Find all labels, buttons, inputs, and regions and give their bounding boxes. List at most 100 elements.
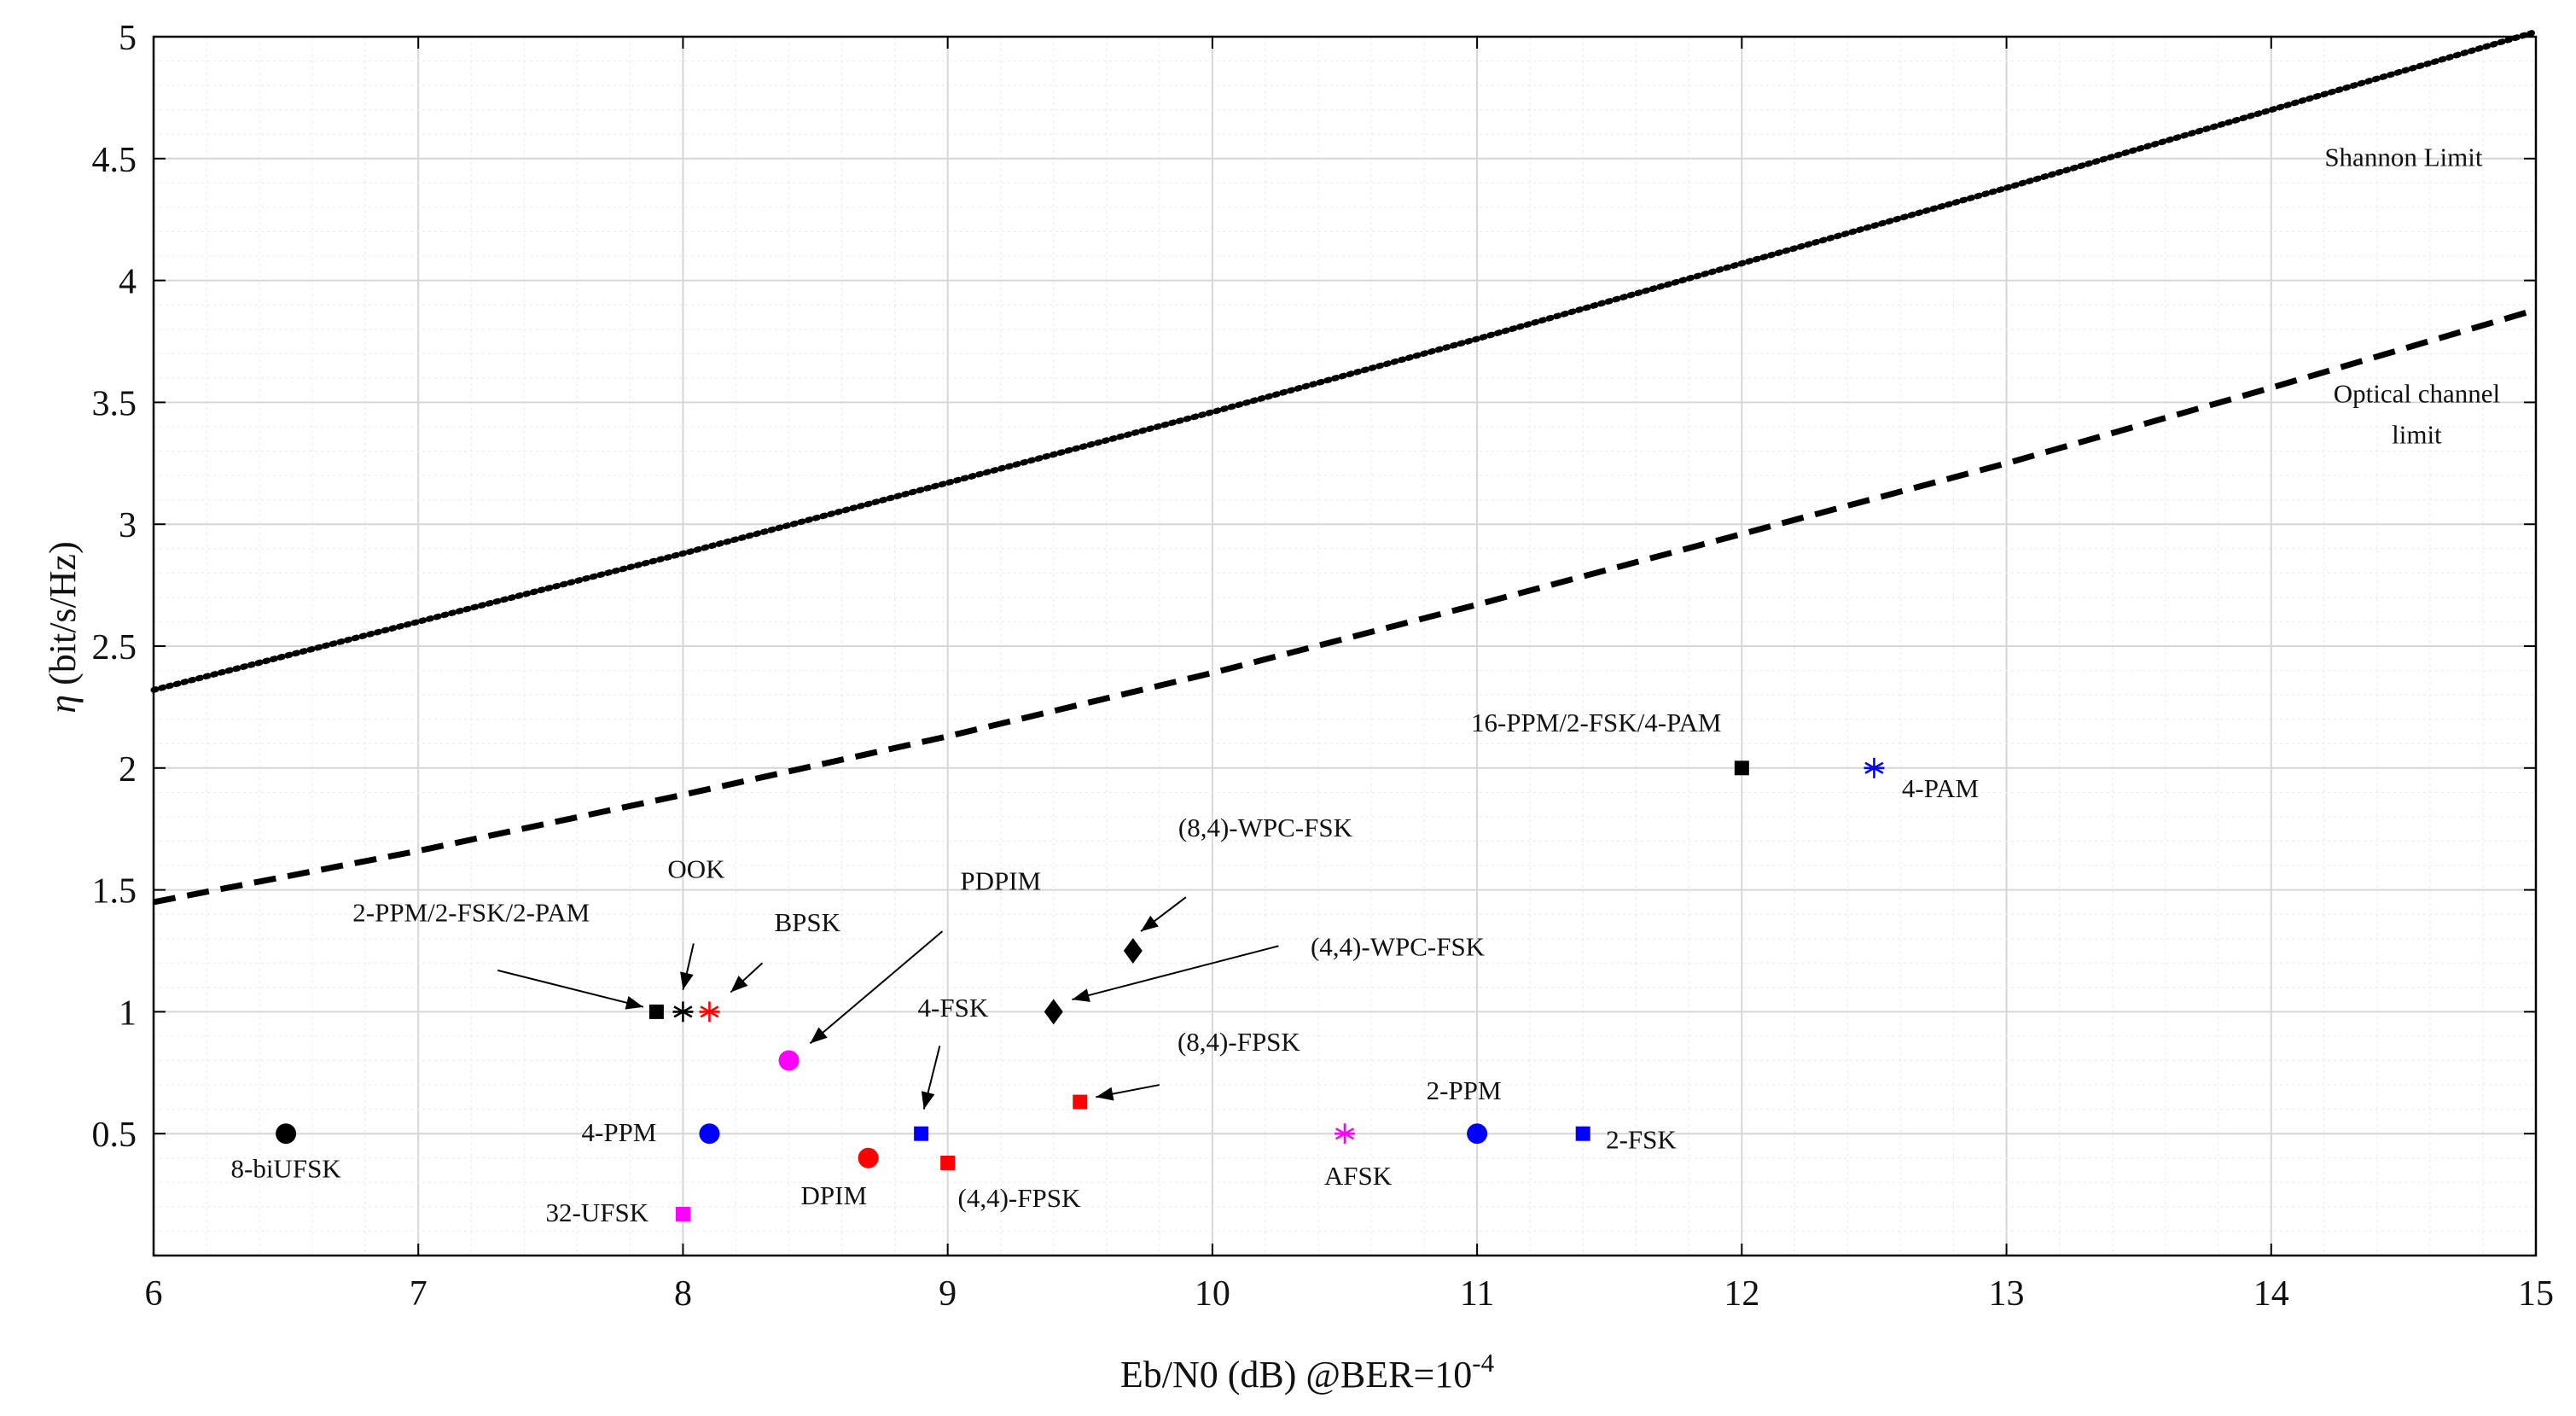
data-point (1335, 1123, 1355, 1145)
curve-label-line: Optical channel (2334, 378, 2500, 408)
diamond-marker (1044, 999, 1063, 1025)
y-tick-label: 5 (119, 19, 137, 58)
square-marker (648, 1004, 664, 1019)
y-tick-label: 4.5 (92, 141, 137, 180)
point-label: 2-PPM/2-FSK/2-PAM (352, 898, 590, 928)
point-label: 16-PPM/2-FSK/4-PAM (1471, 708, 1721, 737)
x-tick-label: 12 (1724, 1274, 1759, 1314)
arrow-shaft (497, 969, 644, 1008)
shannon-limit-curve (150, 28, 2539, 693)
square-marker (1073, 1094, 1088, 1110)
point-label: 8-biUFSK (231, 1154, 342, 1184)
curve-label: Optical channel limit (2334, 378, 2500, 449)
data-point (1073, 1094, 1088, 1110)
data-point (699, 1001, 720, 1023)
arrow-bpsk (730, 962, 764, 994)
arrow-2-ppm (497, 969, 644, 1010)
arrow-8-4-wpc-fsk (1140, 896, 1187, 932)
point-label: BPSK (774, 907, 840, 937)
data-point (675, 1206, 690, 1221)
diamond-marker (1123, 938, 1143, 964)
data-point (672, 1001, 694, 1023)
curve-label-line: Shannon Limit (2324, 142, 2483, 172)
y-tick-label: 1.5 (92, 872, 137, 912)
x-axis-label: Eb/N0 (dB) @BER=10-4 (1120, 1348, 1495, 1396)
point-label: 4-PAM (1902, 773, 1979, 803)
circle-marker (699, 1123, 720, 1145)
x-tick-label: 14 (2253, 1274, 2289, 1314)
arrow-shaft (1072, 945, 1279, 1001)
data-point (648, 1004, 664, 1019)
data-point (858, 1147, 879, 1168)
arrow-pdpim (809, 930, 944, 1045)
point-label: 4-PPM (582, 1117, 657, 1147)
data-point (914, 1126, 929, 1141)
y-tick-label: 0.5 (92, 1116, 137, 1155)
x-tick-label: 10 (1195, 1274, 1230, 1314)
x-tick-label: 9 (939, 1274, 957, 1314)
arrow-4-4-wpc-fsk (1072, 945, 1279, 1002)
data-point (1123, 938, 1143, 964)
y-axis-label-symbol: η (42, 695, 84, 714)
arrow-4-fsk (921, 1046, 941, 1110)
data-point (276, 1123, 297, 1145)
annotation-arrows (497, 896, 1279, 1110)
data-point (1044, 999, 1063, 1025)
y-tick-label: 4 (119, 263, 137, 302)
arrow-head (921, 1091, 935, 1110)
y-tick-label: 2.5 (92, 628, 137, 667)
arrow-head (680, 971, 694, 990)
arrow-ook (680, 943, 695, 990)
y-tick-label: 1 (119, 994, 137, 1033)
data-point (940, 1155, 956, 1170)
square-marker (675, 1206, 690, 1221)
point-label: (4,4)-FPSK (958, 1183, 1081, 1213)
x-tick-label: 6 (145, 1274, 163, 1314)
square-marker (914, 1126, 929, 1141)
x-tick-label: 15 (2518, 1274, 2554, 1314)
data-point (699, 1123, 720, 1145)
point-label: DPIM (801, 1180, 868, 1210)
circle-marker (858, 1147, 879, 1168)
arrow-head (1096, 1087, 1114, 1101)
y-tick-label: 3 (119, 506, 137, 545)
data-point (1575, 1126, 1590, 1141)
arrow-head (1072, 988, 1090, 1002)
data-point (1734, 760, 1749, 776)
curve-label-line: limit (2392, 419, 2442, 449)
point-label: 2-FSK (1606, 1124, 1677, 1154)
x-tick-label: 7 (410, 1274, 427, 1314)
data-point (1467, 1123, 1488, 1145)
data-point (778, 1050, 800, 1071)
point-labels: Shannon Limit Optical channel limit 8-biUFS… (231, 142, 2501, 1227)
point-label: 2-PPM (1427, 1075, 1502, 1105)
y-tick-label: 2 (119, 750, 137, 790)
x-axis-label-exponent: -4 (1472, 1348, 1494, 1378)
arrow-head (810, 1027, 828, 1044)
y-axis-label: η (bit/s/Hz) (42, 541, 84, 713)
point-label: PDPIM (960, 866, 1041, 896)
y-axis-label-text: (bit/s/Hz) (42, 541, 84, 695)
x-axis-label-text: Eb/N0 (dB) @BER=10 (1120, 1354, 1472, 1396)
x-tick-label: 11 (1460, 1274, 1494, 1314)
point-label: (8,4)-WPC-FSK (1178, 813, 1353, 842)
point-label: (4,4)-WPC-FSK (1311, 932, 1486, 962)
tick-labels: 6 7 8 9 10 11 12 13 14 15 0.5 1 1.5 2 2.5 3 3.5 4 4.5 5 (92, 19, 2555, 1314)
square-marker (1734, 760, 1749, 776)
circle-marker (1467, 1123, 1488, 1145)
arrow-shaft (809, 930, 944, 1045)
arrow-head (625, 996, 643, 1010)
x-tick-label: 8 (674, 1274, 692, 1314)
arrow-head (730, 976, 748, 993)
curve-label: Shannon Limit (2324, 142, 2483, 172)
square-marker (940, 1155, 956, 1170)
point-label: (8,4)-FPSK (1178, 1027, 1300, 1057)
arrow-head (1141, 915, 1159, 932)
point-label: OOK (667, 854, 725, 883)
limit-curves (150, 28, 2539, 906)
circle-marker (778, 1050, 800, 1071)
point-label: 4-FSK (918, 993, 989, 1023)
y-tick-label: 3.5 (92, 384, 137, 423)
